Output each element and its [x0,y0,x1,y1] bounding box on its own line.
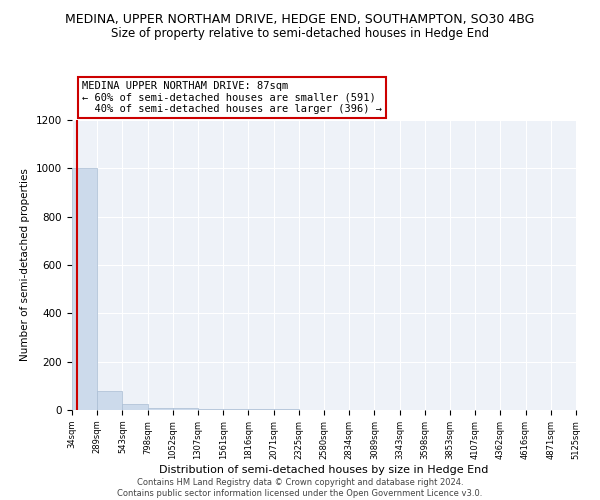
Bar [198,409,223,410]
X-axis label: Distribution of semi-detached houses by size in Hedge End: Distribution of semi-detached houses by … [160,464,488,474]
Bar [72,168,97,410]
Text: MEDINA UPPER NORTHAM DRIVE: 87sqm
← 60% of semi-detached houses are smaller (591: MEDINA UPPER NORTHAM DRIVE: 87sqm ← 60% … [82,81,382,114]
Bar [173,408,198,410]
Bar [148,408,173,410]
Bar [223,409,248,410]
Y-axis label: Number of semi-detached properties: Number of semi-detached properties [20,168,31,362]
Text: Size of property relative to semi-detached houses in Hedge End: Size of property relative to semi-detach… [111,28,489,40]
Bar [97,390,122,410]
Bar [122,404,148,410]
Text: MEDINA, UPPER NORTHAM DRIVE, HEDGE END, SOUTHAMPTON, SO30 4BG: MEDINA, UPPER NORTHAM DRIVE, HEDGE END, … [65,12,535,26]
Text: Contains HM Land Registry data © Crown copyright and database right 2024.
Contai: Contains HM Land Registry data © Crown c… [118,478,482,498]
